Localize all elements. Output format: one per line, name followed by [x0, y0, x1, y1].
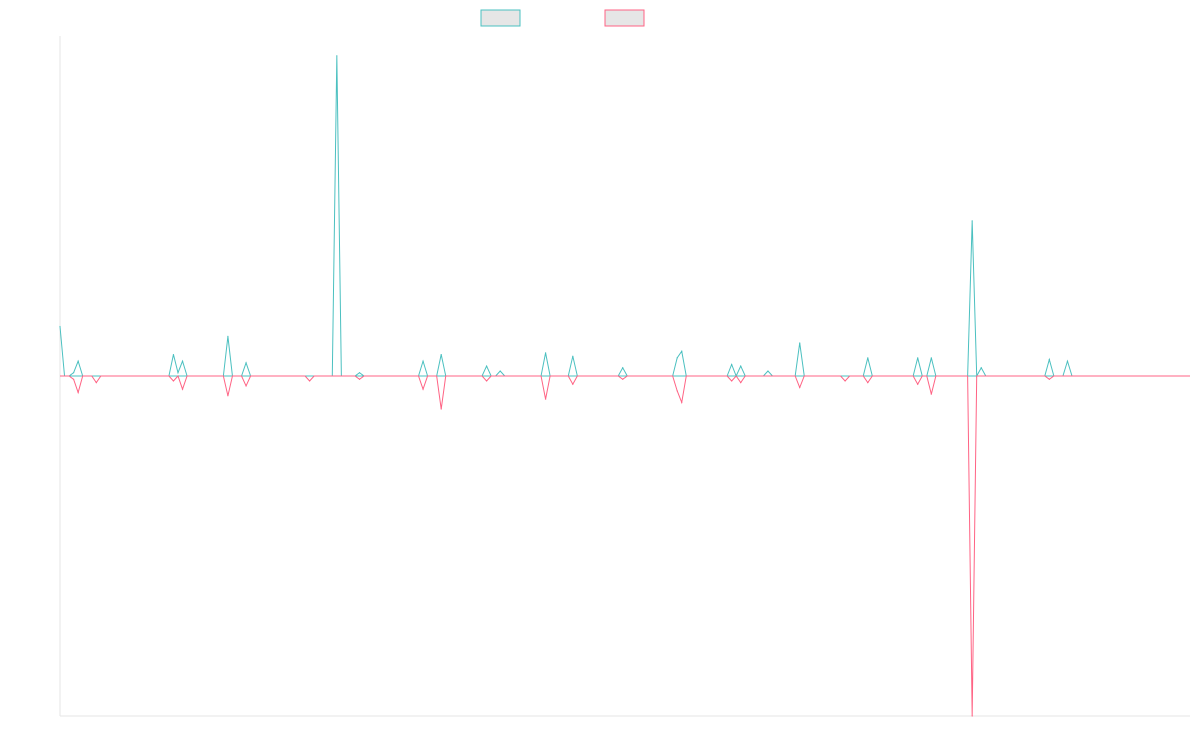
- data-point[interactable]: [245, 385, 247, 387]
- data-point[interactable]: [980, 367, 982, 369]
- legend: [480, 9, 645, 27]
- data-point[interactable]: [740, 365, 742, 367]
- series-line-b: [60, 375, 1190, 717]
- data-point[interactable]: [1066, 360, 1069, 362]
- data-point[interactable]: [77, 360, 79, 362]
- legend-swatch-series-a[interactable]: [480, 9, 521, 27]
- data-point[interactable]: [799, 386, 801, 389]
- data-point[interactable]: [181, 360, 184, 362]
- data-point[interactable]: [309, 380, 311, 382]
- data-point[interactable]: [917, 383, 919, 385]
- data-point[interactable]: [676, 357, 678, 359]
- data-point[interactable]: [622, 367, 624, 369]
- data-point[interactable]: [440, 353, 442, 356]
- data-point[interactable]: [622, 378, 624, 380]
- data-point[interactable]: [844, 380, 846, 382]
- data-point[interactable]: [73, 378, 75, 380]
- data-point[interactable]: [181, 388, 184, 390]
- data-point[interactable]: [358, 372, 361, 374]
- data-point[interactable]: [336, 55, 338, 57]
- data-point[interactable]: [867, 382, 869, 384]
- data-point[interactable]: [95, 382, 97, 384]
- data-point[interactable]: [544, 352, 547, 354]
- data-point[interactable]: [971, 715, 973, 717]
- series-line-a: [59, 55, 1190, 378]
- data-point[interactable]: [485, 365, 488, 367]
- data-point[interactable]: [422, 388, 424, 390]
- data-point[interactable]: [544, 398, 547, 400]
- data-point[interactable]: [59, 325, 61, 328]
- data-point[interactable]: [245, 362, 247, 364]
- data-point[interactable]: [676, 390, 678, 392]
- data-point[interactable]: [930, 393, 932, 395]
- data-point[interactable]: [767, 370, 769, 372]
- data-point[interactable]: [731, 363, 733, 366]
- data-point[interactable]: [572, 355, 574, 357]
- legend-swatch-series-b[interactable]: [604, 9, 645, 27]
- data-point[interactable]: [740, 382, 742, 384]
- series-layer: [59, 55, 1190, 717]
- data-point[interactable]: [917, 357, 919, 359]
- data-point[interactable]: [572, 383, 574, 385]
- data-point[interactable]: [681, 350, 683, 352]
- data-point[interactable]: [227, 335, 229, 337]
- data-point[interactable]: [227, 395, 229, 397]
- data-point[interactable]: [799, 342, 801, 344]
- data-point[interactable]: [681, 401, 683, 404]
- data-point[interactable]: [930, 357, 932, 359]
- data-point[interactable]: [867, 357, 869, 359]
- data-point[interactable]: [73, 372, 75, 374]
- data-point[interactable]: [1048, 378, 1050, 380]
- data-point[interactable]: [1048, 358, 1050, 361]
- data-point[interactable]: [971, 220, 973, 222]
- data-point[interactable]: [440, 408, 442, 410]
- data-point[interactable]: [499, 370, 501, 372]
- data-point[interactable]: [77, 391, 79, 394]
- data-point[interactable]: [358, 378, 361, 380]
- data-point[interactable]: [172, 380, 175, 382]
- data-point[interactable]: [422, 360, 424, 362]
- data-point[interactable]: [731, 380, 733, 382]
- data-point[interactable]: [177, 372, 179, 374]
- data-point[interactable]: [485, 380, 488, 382]
- data-point[interactable]: [172, 353, 175, 356]
